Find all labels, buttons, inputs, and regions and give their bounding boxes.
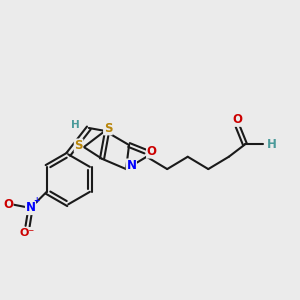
Text: O: O (232, 113, 243, 126)
Text: O⁻: O⁻ (20, 228, 35, 238)
Text: O: O (3, 198, 13, 211)
Text: H: H (71, 120, 80, 130)
Text: S: S (74, 139, 83, 152)
Text: +: + (33, 196, 40, 205)
Text: S: S (104, 122, 112, 135)
Text: O: O (147, 145, 157, 158)
Text: N: N (126, 159, 136, 172)
Text: N: N (26, 202, 35, 214)
Text: H: H (266, 138, 276, 151)
